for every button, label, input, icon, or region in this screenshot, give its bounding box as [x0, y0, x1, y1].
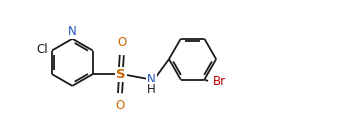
Text: O: O: [115, 99, 125, 112]
Text: N: N: [68, 25, 77, 38]
Text: N: N: [147, 73, 156, 86]
Text: S: S: [116, 68, 126, 81]
Text: O: O: [117, 36, 126, 49]
Text: Br: Br: [213, 75, 226, 88]
Text: H: H: [147, 83, 156, 96]
Text: Cl: Cl: [37, 43, 48, 56]
